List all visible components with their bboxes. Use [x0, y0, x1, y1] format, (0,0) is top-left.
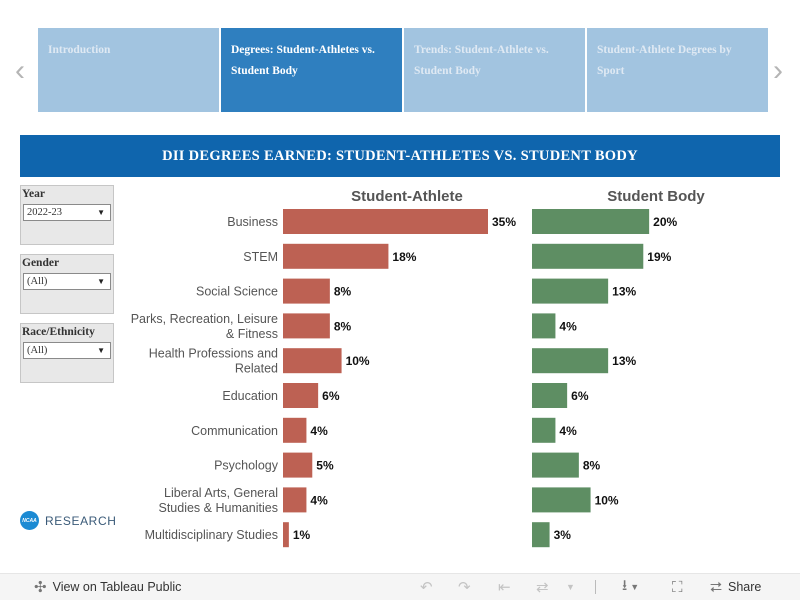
race-filter: Race/Ethnicity (All) ▼ — [20, 323, 114, 383]
degrees-chart: Student-Athlete Student Body Business 35% 20… — [131, 188, 705, 548]
fullscreen-icon[interactable]: ⛶ — [672, 578, 683, 596]
story-point-degrees[interactable]: Degrees: Student-Athletes vs. Student Bo… — [221, 28, 402, 112]
undo-icon[interactable]: ↶ — [420, 579, 433, 596]
bar — [283, 522, 289, 548]
category-label: Communication — [191, 424, 278, 438]
category-label: Education — [222, 389, 278, 403]
category-label: Social Science — [196, 285, 278, 299]
gender-value: (All) — [27, 276, 48, 287]
tableau-toolbar: ✣ View on Tableau Public ↶ ↷ ⇤ ⇄ ▼ ⭳ ▼ ⛶ … — [0, 573, 800, 600]
bar — [532, 383, 568, 408]
refresh-icon[interactable]: ⇄ — [536, 579, 549, 596]
share-label: Share — [728, 580, 762, 594]
data-label: 6% — [322, 389, 340, 403]
year-value: 2022-23 — [27, 207, 62, 218]
data-label: 3% — [554, 528, 572, 542]
data-label: 19% — [647, 250, 671, 264]
next-arrow-icon[interactable]: › — [773, 54, 783, 87]
ncaa-research-logo: NCAA RESEARCH — [20, 511, 116, 530]
bar — [283, 383, 319, 408]
view-on-tableau-label: View on Tableau Public — [52, 580, 182, 594]
data-label: 1% — [293, 528, 311, 542]
ncaa-disc-icon: NCAA — [20, 511, 39, 530]
bar — [532, 313, 556, 339]
data-label: 10% — [346, 354, 370, 368]
race-value: (All) — [27, 345, 48, 356]
bar — [283, 417, 307, 443]
bar — [532, 452, 579, 478]
series-header: Student Body — [607, 188, 705, 205]
share-icon: ⮂ — [710, 578, 723, 596]
data-label: 8% — [334, 285, 352, 299]
story-point-trends[interactable]: Trends: Student-Athlete vs. Student Body — [404, 28, 585, 112]
revert-icon[interactable]: ⇤ — [498, 579, 511, 596]
data-label: 35% — [492, 215, 516, 229]
story-point-degrees-by-sport[interactable]: Student-Athlete Degrees by Sport — [587, 28, 768, 112]
race-dropdown[interactable]: (All) ▼ — [23, 342, 111, 359]
bar — [532, 243, 644, 269]
data-label: 18% — [392, 250, 416, 264]
bar — [283, 313, 330, 339]
category-label: Liberal Arts, General Studies & Humanitie… — [158, 486, 278, 515]
tableau-logo-icon: ✣ — [34, 579, 47, 596]
gender-filter-label: Gender — [22, 257, 60, 269]
logo-text: RESEARCH — [45, 513, 117, 528]
data-label: 20% — [653, 215, 677, 229]
data-label: 4% — [559, 319, 577, 333]
bar — [283, 209, 488, 234]
data-label: 4% — [559, 424, 577, 438]
category-label: Business — [227, 215, 278, 229]
download-icon[interactable]: ⭳ ▼ — [622, 576, 640, 594]
category-label: Health Professions and Related — [149, 347, 278, 376]
data-label: 13% — [612, 354, 636, 368]
data-label: 8% — [334, 319, 352, 333]
data-label: 13% — [612, 285, 636, 299]
year-dropdown[interactable]: 2022-23 ▼ — [23, 204, 111, 221]
caret-down-icon: ▼ — [97, 346, 105, 355]
data-label: 4% — [310, 424, 328, 438]
share-button[interactable]: ⮂ Share — [710, 578, 761, 596]
category-label: STEM — [243, 250, 278, 264]
story-point-introduction[interactable]: Introduction — [38, 28, 219, 112]
category-label: Multidisciplinary Studies — [145, 528, 278, 542]
bar — [283, 487, 307, 513]
series-header: Student-Athlete — [351, 188, 463, 205]
dashboard-title: DII DEGREES EARNED: STUDENT-ATHLETES VS.… — [20, 135, 780, 177]
caret-down-icon: ▼ — [97, 208, 105, 217]
data-label: 4% — [310, 493, 328, 507]
gender-filter: Gender (All) ▼ — [20, 254, 114, 314]
toolbar-divider — [595, 580, 596, 594]
bar — [283, 243, 389, 269]
data-label: 6% — [571, 389, 589, 403]
bar — [283, 348, 342, 374]
data-label: 5% — [316, 459, 334, 473]
category-label: Parks, Recreation, Leisure & Fitness — [131, 312, 278, 341]
caret-down-icon: ▼ — [97, 277, 105, 286]
data-label: 8% — [583, 459, 601, 473]
bar — [532, 348, 609, 374]
year-filter-label: Year — [22, 188, 45, 200]
bar — [283, 278, 330, 304]
bar — [532, 487, 591, 513]
race-filter-label: Race/Ethnicity — [22, 326, 95, 338]
data-label: 10% — [595, 493, 619, 507]
bar — [532, 417, 556, 443]
bar — [532, 278, 609, 304]
gender-dropdown[interactable]: (All) ▼ — [23, 273, 111, 290]
bar — [532, 522, 550, 548]
bar — [532, 209, 650, 234]
prev-arrow-icon[interactable]: ‹ — [15, 54, 25, 87]
view-on-tableau-link[interactable]: ✣ View on Tableau Public — [34, 578, 181, 596]
category-label: Psychology — [214, 459, 279, 473]
year-filter: Year 2022-23 ▼ — [20, 185, 114, 245]
redo-icon[interactable]: ↷ — [458, 579, 471, 596]
story-navigation: Introduction Degrees: Student-Athletes v… — [38, 28, 768, 112]
refresh-menu-caret-icon[interactable]: ▼ — [566, 582, 575, 592]
bar — [283, 452, 313, 478]
